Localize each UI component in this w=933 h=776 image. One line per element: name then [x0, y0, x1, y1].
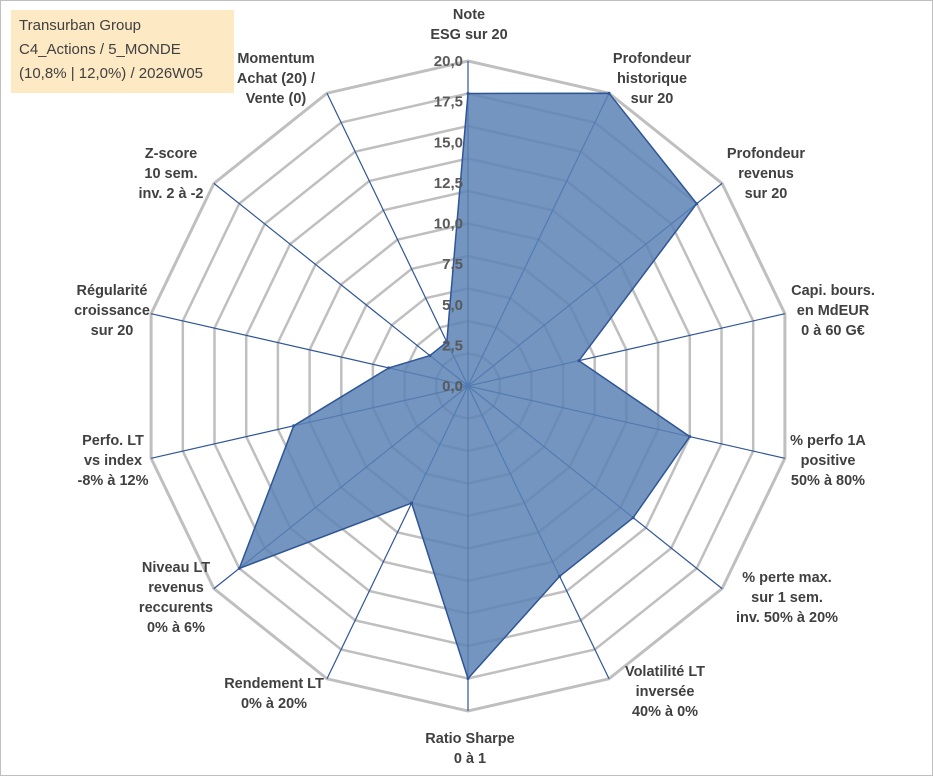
axis-label-line: 40% à 0% [632, 704, 698, 720]
data-point-4 [688, 435, 692, 439]
data-point-11 [387, 366, 391, 370]
axis-label-line: sur 20 [91, 323, 134, 339]
axis-label-line: ESG sur 20 [430, 27, 507, 43]
axis-label-line: revenus [148, 580, 204, 596]
axis-label-line: Achat (20) / [237, 71, 315, 87]
axis-label-line: Volatilité LT [625, 664, 705, 680]
axis-label-6: Volatilité LT inversée 40% à 0% [625, 664, 705, 720]
axis-label-line: % perfo 1A [790, 433, 866, 449]
axis-label-1: Profondeur historique sur 20 [613, 51, 691, 107]
axis-label-line: Capi. bours. [791, 283, 875, 299]
axis-label-line: Régularité [77, 283, 148, 299]
axis-label-line: inv. 2 à -2 [138, 186, 203, 202]
data-point-9 [237, 566, 241, 570]
tick-label: 17,5 [434, 94, 463, 111]
tick-label: 12,5 [434, 175, 463, 192]
axis-label-line: Note [453, 7, 485, 23]
data-point-7 [466, 677, 470, 680]
series-area [238, 92, 698, 680]
company-name: Transurban Group [19, 17, 142, 34]
tick-label: 7,5 [442, 256, 463, 273]
performance-week-label: (10,8% | 12,0%) / 2026W05 [19, 65, 203, 82]
axis-label-2: Profondeur revenus sur 20 [727, 146, 805, 202]
axis-label-line: Z-score [145, 146, 197, 162]
axis-label-line: croissance [74, 303, 150, 319]
axis-label-line: reccurents [139, 600, 213, 616]
axis-label-line: 0 à 1 [454, 751, 486, 767]
spoke-13 [326, 92, 469, 387]
axis-label-13: Momentum Achat (20) / Vente (0) [237, 51, 315, 107]
axis-label-9: Niveau LT revenus reccurents 0% à 6% [139, 560, 213, 636]
axis-label-line: 0 à 60 G€ [801, 323, 865, 339]
axis-label-5: % perte max. sur 1 sem. inv. 50% à 20% [736, 570, 838, 626]
axis-label-11: Régularité croissance sur 20 [74, 283, 150, 339]
axis-label-line: Profondeur [727, 146, 805, 162]
axis-label-line: Vente (0) [246, 91, 307, 107]
axis-label-4: % perfo 1A positive 50% à 80% [790, 433, 866, 489]
data-point-5 [631, 516, 635, 520]
data-point-6 [558, 574, 562, 578]
data-point-10 [292, 424, 296, 428]
axis-label-line: 0% à 6% [147, 620, 205, 636]
axis-label-line: positive [801, 453, 856, 469]
radar-series [237, 91, 699, 680]
data-point-3 [577, 359, 581, 363]
spoke-12 [213, 182, 469, 387]
info-box: Transurban Group C4_Actions / 5_MONDE (1… [11, 10, 234, 93]
axis-label-line: sur 20 [631, 91, 674, 107]
axis-label-line: 10 sem. [144, 166, 197, 182]
axis-label-line: sur 1 sem. [751, 590, 823, 606]
axis-label-line: Rendement LT [224, 676, 324, 692]
data-point-2 [695, 202, 699, 206]
axis-label-line: Niveau LT [142, 560, 210, 576]
data-point-12 [428, 354, 432, 358]
axis-label-0: Note ESG sur 20 [430, 7, 507, 43]
axis-label-line: en MdEUR [797, 303, 870, 319]
axis-label-line: 0% à 20% [241, 696, 307, 712]
axis-label-line: Momentum [237, 51, 314, 67]
tick-label: 15,0 [434, 134, 463, 151]
data-point-1 [607, 91, 611, 95]
tick-label: 5,0 [442, 297, 463, 314]
axis-label-12: Z-score 10 sem. inv. 2 à -2 [138, 146, 203, 202]
tick-label: 20,0 [434, 53, 463, 70]
tick-label: 2,5 [442, 337, 463, 354]
axis-label-line: vs index [84, 453, 142, 469]
tick-label: 10,0 [434, 216, 463, 233]
data-point-13 [445, 340, 449, 344]
axis-label-line: Ratio Sharpe [425, 731, 514, 747]
axis-label-line: revenus [738, 166, 794, 182]
axis-label-3: Capi. bours. en MdEUR 0 à 60 G€ [791, 283, 875, 339]
data-point-0 [466, 92, 470, 95]
radar-tick-labels: 0,0 2,5 5,0 7,5 10,0 12,5 15,0 17,5 20,0 [434, 53, 463, 395]
axis-label-line: 50% à 80% [791, 473, 865, 489]
axis-label-8: Rendement LT 0% à 20% [224, 676, 324, 712]
axis-label-line: sur 20 [745, 186, 788, 202]
axis-label-line: inv. 50% à 20% [736, 610, 838, 626]
axis-label-7: Ratio Sharpe 0 à 1 [425, 731, 514, 767]
axis-label-line: inversée [636, 684, 695, 700]
radar-axis-labels: Note ESG sur 20 Profondeur historique sur 20… [74, 7, 875, 767]
axis-label-line: Profondeur [613, 51, 691, 67]
axis-label-line: Perfo. LT [82, 433, 144, 449]
axis-label-line: % perte max. [742, 570, 831, 586]
axis-label-line: historique [617, 71, 687, 87]
category-label: C4_Actions / 5_MONDE [19, 41, 181, 58]
tick-label: 0,0 [442, 378, 463, 395]
axis-label-line: -8% à 12% [78, 473, 149, 489]
axis-label-10: Perfo. LT vs index -8% à 12% [78, 433, 149, 489]
data-point-8 [410, 501, 414, 505]
